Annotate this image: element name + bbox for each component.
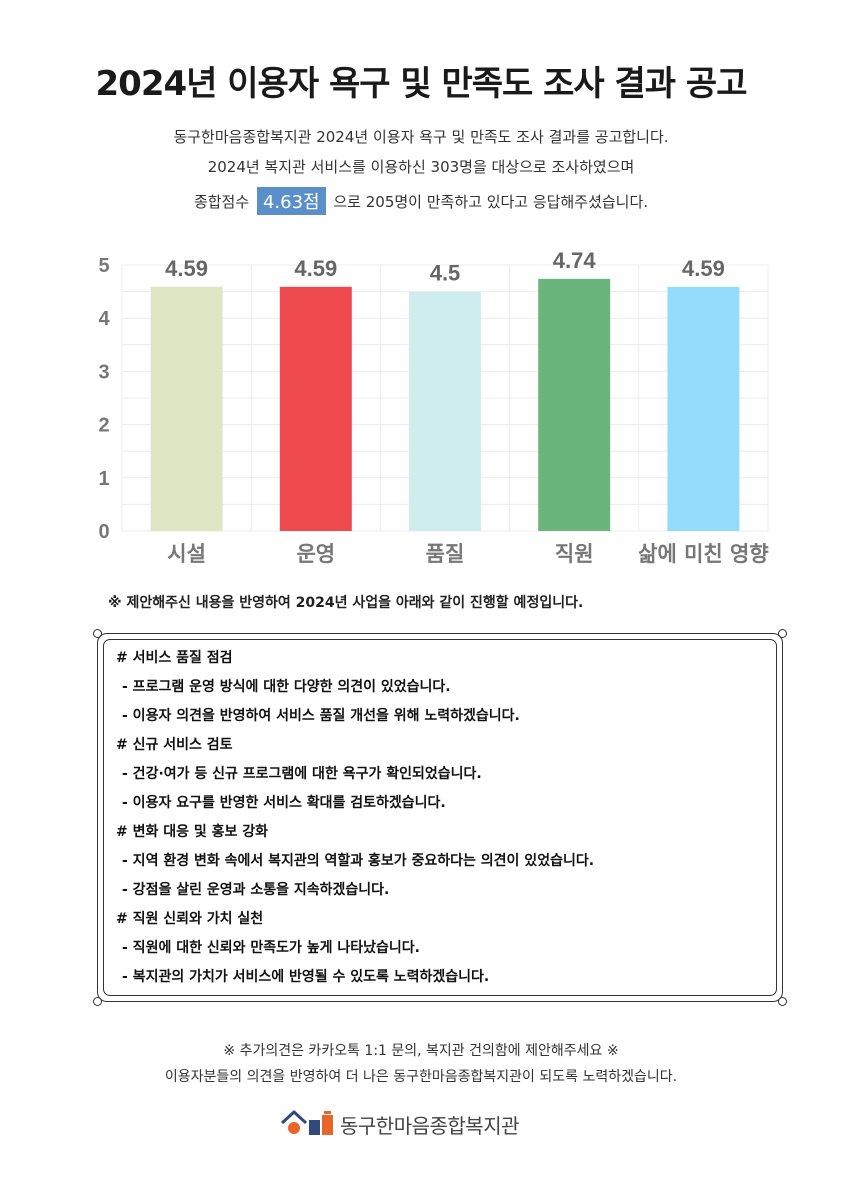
corner-ornament <box>93 997 102 1006</box>
corner-ornament <box>778 997 787 1006</box>
section-item: - 이용자 요구를 반영한 서비스 확대를 검토하겠습니다. <box>122 795 446 811</box>
satisfaction-bar-chart: 0 1 2 3 4 5 4.59 시설 4.59 운영 4.5 품질 4.74 직원 4.59 삶에 미친 영… <box>98 248 769 566</box>
x-tick-label: 삶에 미친 영향 <box>638 542 769 566</box>
y-tick-label: 1 <box>98 468 109 490</box>
y-tick-label: 4 <box>98 308 110 330</box>
corner-ornament <box>93 629 102 638</box>
plan-list: # 서비스 품질 점검 - 프로그램 운영 방식에 대한 다양한 의견이 있었습… <box>116 644 594 992</box>
intro-line-1: 동구한마음종합복지관 2024년 이용자 욕구 및 만족도 조사 결과를 공고합… <box>173 128 669 146</box>
notice-text: ※ 제안해주신 내용을 반영하여 2024년 사업을 아래와 같이 진행할 예정… <box>108 595 584 611</box>
footer-line-1: ※ 추가의견은 카카오톡 1:1 문의, 복지관 건의함에 제안해주세요 ※ <box>223 1043 619 1059</box>
section-item: - 직원에 대한 신뢰와 만족도가 높게 나타났습니다. <box>122 940 420 956</box>
data-label: 4.59 <box>682 256 725 281</box>
section-title: # 변화 대응 및 홍보 강화 <box>116 824 269 840</box>
footer-line-2: 이용자분들의 의견을 반영하여 더 나은 동구한마음종합복지관이 되도록 노력하… <box>164 1069 678 1085</box>
section-item: - 프로그램 운영 방식에 대한 다양한 의견이 있었습니다. <box>122 679 451 695</box>
corner-ornament <box>778 629 787 638</box>
y-tick-label: 2 <box>98 415 109 437</box>
plan-box-inner-border <box>103 639 777 996</box>
x-tick-label: 품질 <box>426 542 465 566</box>
organization-logo: 동구한마음종합복지관 <box>280 1108 520 1140</box>
data-label: 4.59 <box>294 256 337 281</box>
y-tick-label: 0 <box>98 521 109 543</box>
data-label: 4.5 <box>430 261 461 286</box>
section-item: - 복지관의 가치가 서비스에 반영될 수 있도록 노력하겠습니다. <box>122 969 490 985</box>
section-item: - 지역 환경 변화 속에서 복지관의 역할과 홍보가 중요하다는 의견이 있었… <box>122 853 595 869</box>
bar <box>150 286 223 531</box>
bar <box>538 278 611 531</box>
bar <box>409 291 481 531</box>
section-item: - 이용자 의견을 반영하여 서비스 품질 개선을 위해 노력하겠습니다. <box>122 708 520 724</box>
house-logo-icon <box>280 1110 333 1135</box>
total-score-badge: 4.63점 <box>256 187 326 215</box>
bar <box>279 286 352 531</box>
page-title: 2024년 이용자 욕구 및 만족도 조사 결과 공고 <box>95 64 748 104</box>
y-tick-label: 5 <box>98 255 109 277</box>
x-tick-label: 직원 <box>555 542 594 566</box>
intro-score-suffix: 으로 205명이 만족하고 있다고 응답해주셨습니다. <box>333 193 649 211</box>
section-title: # 직원 신뢰와 가치 실천 <box>116 911 264 927</box>
section-item: - 강점을 살린 운영과 소통을 지속하겠습니다. <box>122 882 390 898</box>
intro-line-3: 종합점수 4.63점 으로 205명이 만족하고 있다고 응답해주셨습니다. <box>0 186 842 215</box>
data-label: 4.74 <box>553 248 597 273</box>
data-label: 4.59 <box>165 256 208 281</box>
intro-line-2: 2024년 복지관 서비스를 이용하신 303명을 대상으로 조사하였으며 <box>207 158 635 176</box>
section-item: - 건강·여가 등 신규 프로그램에 대한 욕구가 확인되었습니다. <box>122 766 482 782</box>
organization-name: 동구한마음종합복지관 <box>340 1113 520 1138</box>
intro-score-prefix: 종합점수 <box>193 193 250 211</box>
x-tick-label: 시설 <box>167 542 206 566</box>
x-tick-label: 운영 <box>296 542 335 566</box>
y-tick-label: 3 <box>98 361 109 383</box>
section-title: # 서비스 품질 점검 <box>116 650 233 666</box>
bar <box>667 286 740 531</box>
section-title: # 신규 서비스 검토 <box>116 737 233 753</box>
plan-box: # 서비스 품질 점검 - 프로그램 운영 방식에 대한 다양한 의견이 있었습… <box>93 629 787 1006</box>
